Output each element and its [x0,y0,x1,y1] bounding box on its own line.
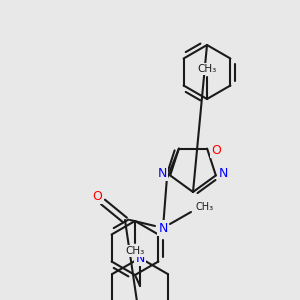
Text: O: O [92,190,102,202]
Text: N: N [158,167,167,180]
Text: N: N [135,251,145,265]
Text: N: N [219,167,229,180]
Text: N: N [158,221,168,235]
Text: CH₃: CH₃ [125,246,145,256]
Text: CH₃: CH₃ [196,202,214,212]
Text: CH₃: CH₃ [197,64,217,74]
Text: O: O [211,144,221,157]
